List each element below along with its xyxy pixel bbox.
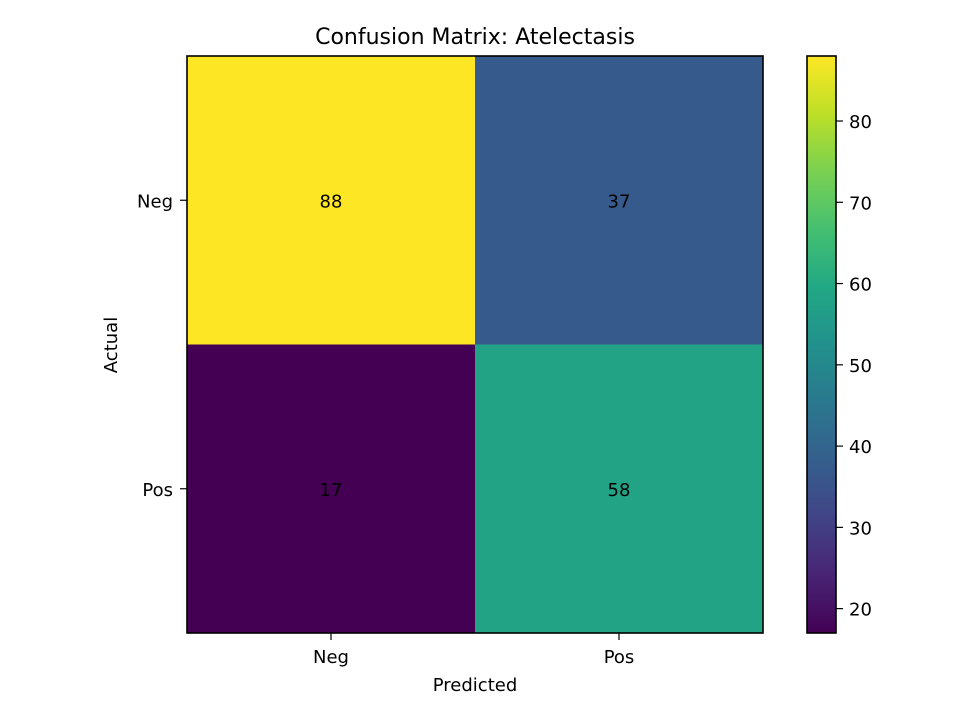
matrix-cells: 88 37 17 58 — [187, 56, 764, 634]
matrix-cell — [187, 344, 476, 634]
y-tick-label: Pos — [142, 480, 173, 501]
y-axis-label: Actual — [101, 317, 122, 373]
colorbar-tick-label: 70 — [849, 193, 872, 214]
colorbar-tick-label: 30 — [849, 518, 872, 539]
colorbar-tick-label: 80 — [849, 112, 872, 133]
colorbar — [806, 55, 837, 634]
colorbar-tick-label: 40 — [849, 437, 872, 458]
colorbar-ticks: 20 30 40 50 60 70 80 — [836, 112, 872, 621]
y-axis-ticks: Neg Pos — [137, 191, 187, 501]
x-tick-label: Pos — [604, 647, 635, 668]
matrix-cell — [475, 344, 764, 634]
y-tick-label: Neg — [137, 191, 173, 212]
matrix-cell — [187, 56, 476, 345]
cell-value-label: 37 — [608, 191, 631, 212]
colorbar-tick-label: 50 — [849, 356, 872, 377]
x-tick-label: Neg — [313, 647, 349, 668]
x-axis-label: Predicted — [433, 675, 518, 696]
colorbar-tick-label: 20 — [849, 600, 872, 621]
cell-value-label: 58 — [608, 480, 631, 501]
plot-frame — [186, 55, 764, 634]
colorbar-tick-label: 60 — [849, 275, 872, 296]
cell-value-label: 88 — [320, 191, 343, 212]
matrix-cell — [475, 56, 764, 345]
chart-title: Confusion Matrix: Atelectasis — [315, 25, 635, 50]
x-axis-ticks: Neg Pos — [313, 633, 634, 668]
cell-value-label: 17 — [320, 480, 343, 501]
